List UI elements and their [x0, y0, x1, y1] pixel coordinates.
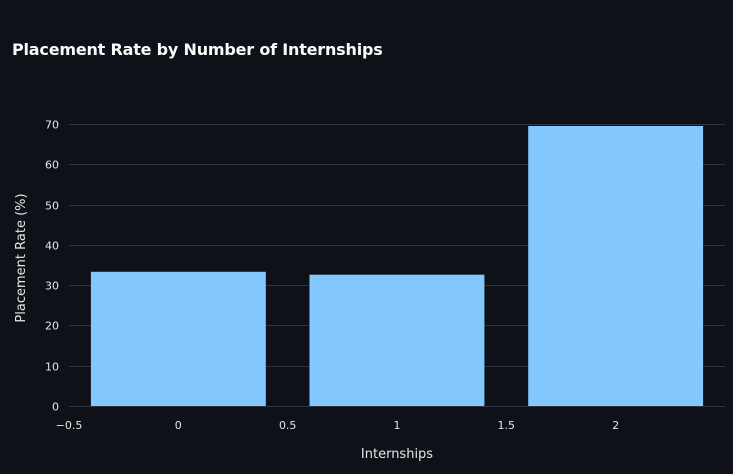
x-tick-label: 2 — [612, 419, 619, 432]
x-tick-label: 0 — [175, 419, 182, 432]
y-tick-label: 60 — [45, 159, 59, 172]
y-tick-label: 50 — [45, 200, 59, 213]
y-tick-label: 40 — [45, 240, 59, 253]
bar-internships-1[interactable] — [309, 274, 485, 406]
bar-internships-0[interactable] — [90, 271, 266, 406]
y-axis-ticks: 0 10 20 30 40 50 60 70 — [45, 119, 59, 414]
y-tick-label: 0 — [52, 401, 59, 414]
x-tick-label: 1.5 — [498, 419, 516, 432]
x-axis-ticks: −0.5 0 0.5 1 1.5 2 — [56, 419, 620, 432]
x-tick-label: 0.5 — [279, 419, 297, 432]
x-tick-label: 1 — [394, 419, 401, 432]
x-tick-label: −0.5 — [56, 419, 83, 432]
y-tick-label: 10 — [45, 361, 59, 374]
y-tick-label: 30 — [45, 280, 59, 293]
chart-title: Placement Rate by Number of Internships — [12, 40, 383, 59]
bar-internships-2[interactable] — [528, 126, 704, 406]
x-axis-label: Internships — [361, 447, 433, 462]
bars — [90, 126, 704, 406]
y-tick-label: 70 — [45, 119, 59, 132]
y-tick-label: 20 — [45, 320, 59, 333]
y-axis-label: Placement Rate (%) — [14, 193, 29, 322]
